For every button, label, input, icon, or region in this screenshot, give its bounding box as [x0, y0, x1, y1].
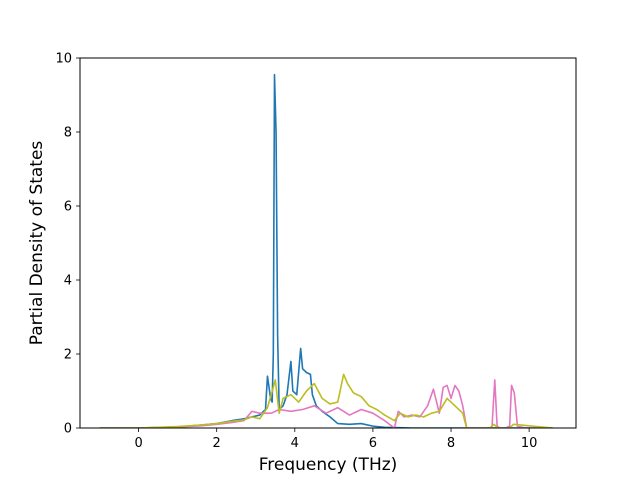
y-tick-label: 2 — [64, 348, 72, 363]
x-tick-label: 0 — [134, 436, 142, 451]
x-tick-label: 10 — [521, 436, 538, 451]
y-axis-label: Partial Density of States — [27, 141, 47, 346]
y-tick-label: 10 — [55, 52, 72, 67]
y-tick-label: 0 — [64, 422, 72, 437]
y-tick-label: 8 — [64, 126, 72, 141]
plot-area-frame — [79, 57, 577, 429]
y-tick-label: 6 — [64, 200, 72, 215]
x-axis-label: Frequency (THz) — [259, 455, 398, 475]
x-tick-label: 6 — [369, 436, 377, 451]
x-axis-ticks: 0 2 4 6 8 10 — [134, 428, 537, 451]
y-tick-label: 4 — [64, 274, 72, 289]
series-line-3 — [99, 373, 553, 428]
series-layer — [99, 73, 553, 428]
x-tick-label: 8 — [447, 436, 455, 451]
x-tick-label: 2 — [213, 436, 221, 451]
series-line-2 — [99, 379, 553, 428]
y-axis-ticks: 0 2 4 6 8 10 — [55, 52, 80, 437]
x-tick-label: 4 — [291, 436, 299, 451]
